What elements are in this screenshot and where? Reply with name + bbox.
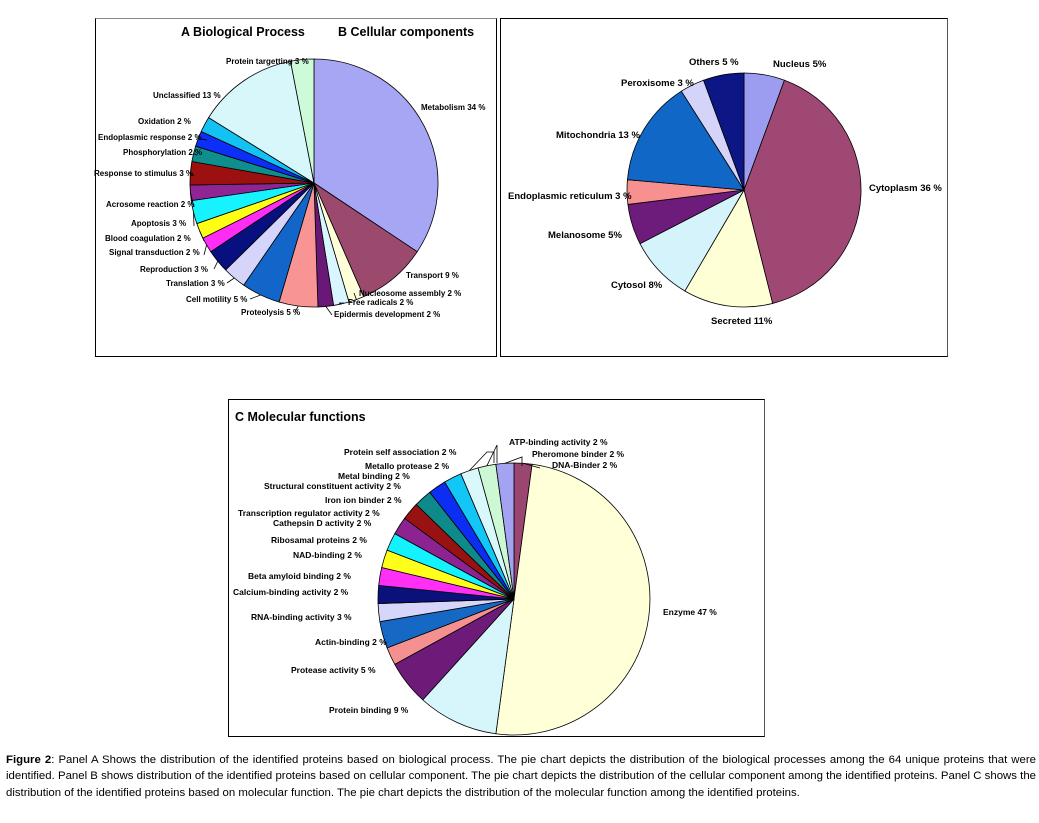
slice-label-transcription-regulator-activity: Transcription regulator activity 2 % xyxy=(238,508,380,518)
leader-line-free-radicals xyxy=(338,302,344,305)
slice-label-enzyme: Enzyme 47 % xyxy=(663,607,717,617)
leader-line-blood-coagulation xyxy=(199,230,205,242)
slice-label-nucleus: Nucleus 5% xyxy=(773,59,827,70)
panel-c-molecular-functions: C Molecular functions DNA-Binder 2 % Enzy… xyxy=(228,399,765,737)
slice-label-oxidation: Oxidation 2 % xyxy=(138,117,191,126)
slice-label-epidermis-development: Epidermis development 2 % xyxy=(334,310,440,319)
caption-text: : Panel A Shows the distribution of the … xyxy=(6,754,1036,799)
slice-cytoplasm xyxy=(743,79,862,304)
leader-line-proteolysis xyxy=(294,305,299,313)
slice-label-endoplasmic-response: Endoplasmic response 2 % xyxy=(98,133,202,142)
slice-label-protease-activity: Protease activity 5 % xyxy=(291,665,376,675)
slice-label-melanosome: Melanosome 5% xyxy=(548,230,622,241)
leader-line-response-to-stimulus xyxy=(190,172,195,177)
leader-line-phosphorylation xyxy=(193,153,198,156)
leader-line-protein-self-association xyxy=(469,451,495,471)
slice-label-acrosome-reaction: Acrosome reaction 2 % xyxy=(106,200,194,209)
leader-line-endoplasmic-response xyxy=(198,138,208,141)
slice-label-metal-binding: Metal binding 2 % xyxy=(338,471,410,481)
slice-label-nad-binding: NAD-binding 2 % xyxy=(293,550,362,560)
slice-label-cell-motility: Cell motility 5 % xyxy=(186,295,247,304)
leader-line-atp-binding-activity xyxy=(486,444,498,466)
slice-label-structural-constituent-activity: Structural constituent activity 2 % xyxy=(264,481,401,491)
slice-label-metabolism: Metabolism 34 % xyxy=(421,103,485,112)
panel-a-biological-process: A Biological Process B Cellular componen… xyxy=(94,18,497,357)
slice-label-endoplasmic-reticulum: Endoplasmic reticulum 3 % xyxy=(508,191,632,202)
panel-b-cellular-components: Nucleus 5% Cytoplasm 36 % Secreted 11% Cyto… xyxy=(500,18,948,357)
slice-label-iron-ion-binder: Iron ion binder 2 % xyxy=(325,495,402,505)
leader-line-apoptosis xyxy=(193,212,195,227)
leader-line-translation xyxy=(226,277,235,284)
slice-label-secreted: Secreted 11% xyxy=(711,316,773,327)
slice-label-free-radicals: Free radicals 2 % xyxy=(348,298,413,307)
slice-label-proteolysis: Proteolysis 5 % xyxy=(241,308,300,317)
leader-line-pheromone-binder xyxy=(504,456,523,466)
slice-label-cytosol: Cytosol 8% xyxy=(611,280,663,291)
slice-label-cytoplasm: Cytoplasm 36 % xyxy=(869,183,942,194)
slice-label-response-to-stimulus: Response to stimulus 3 % xyxy=(94,169,193,178)
figure-caption: Figure 2: Panel A Shows the distribution… xyxy=(6,752,1036,801)
slice-protein-binding xyxy=(422,597,515,735)
slice-unclassified xyxy=(208,60,315,184)
slice-label-protein-binding: Protein binding 9 % xyxy=(329,705,409,715)
slice-protein-targetting xyxy=(290,58,315,184)
slice-label-atp-binding-activity: ATP-binding activity 2 % xyxy=(509,437,608,447)
leader-line-nucleosome-assembly xyxy=(353,292,357,300)
slice-label-protein-self-association: Protein self association 2 % xyxy=(344,447,457,457)
leader-line-signal-transduction xyxy=(203,244,207,256)
slice-secreted xyxy=(684,188,774,308)
slice-label-others: Others 5 % xyxy=(689,57,739,68)
slice-label-metallo-protease: Metallo protease 2 % xyxy=(365,461,450,471)
panel-a-title: A Biological Process xyxy=(181,25,305,39)
slice-label-ribosamal-proteins: Ribosamal proteins 2 % xyxy=(271,535,367,545)
slice-label-cathepsin-d-activity: Cathepsin D activity 2 % xyxy=(273,518,372,528)
leader-line-epidermis-development xyxy=(325,306,333,316)
pie-chart-b: Nucleus 5% Cytoplasm 36 % Secreted 11% Cyto… xyxy=(508,57,942,327)
slice-label-beta-amyloid-binding: Beta amyloid binding 2 % xyxy=(248,571,351,581)
pie-chart-c: DNA-Binder 2 % Enzyme 47 % Protein binding… xyxy=(233,437,717,736)
slice-others xyxy=(703,72,745,191)
slice-label-apoptosis: Apoptosis 3 % xyxy=(131,219,186,228)
slice-label-actin-binding: Actin-binding 2 % xyxy=(315,637,387,647)
panel-c-title: C Molecular functions xyxy=(235,410,366,424)
slice-label-calcium-binding-activity: Calcium-binding activity 2 % xyxy=(233,587,349,597)
slice-label-rna-binding-activity: RNA-binding activity 3 % xyxy=(251,612,352,622)
leader-line-reproduction xyxy=(213,261,219,270)
slice-label-blood-coagulation: Blood coagulation 2 % xyxy=(105,234,191,243)
leader-line-cell-motility xyxy=(249,294,261,300)
leader-line-acrosome-reaction xyxy=(190,192,195,208)
slice-label-mitochondria: Mitochondria 13 % xyxy=(556,130,640,141)
panel-b-title-overlay: B Cellular components xyxy=(338,25,475,39)
slice-enzyme xyxy=(495,463,651,736)
slice-label-nucleosome-assembly: Nucleosome assembly 2 % xyxy=(359,289,461,298)
leader-line-dna-binder xyxy=(522,462,541,469)
slice-label-reproduction: Reproduction 3 % xyxy=(140,265,208,274)
slice-label-phosphorylation: Phosphorylation 2 % xyxy=(123,148,202,157)
slice-mitochondria xyxy=(627,90,745,191)
slice-label-peroxisome: Peroxisome 3 % xyxy=(621,78,694,89)
caption-label: Figure 2 xyxy=(6,754,52,766)
slice-label-unclassified: Unclassified 13 % xyxy=(153,91,221,100)
slice-label-transport: Transport 9 % xyxy=(406,271,459,280)
slice-label-protein-targetting: Protein targetting 3 % xyxy=(226,57,309,66)
slice-label-pheromone-binder: Pheromone binder 2 % xyxy=(532,449,625,459)
slice-label-signal-transduction: Signal transduction 2 % xyxy=(109,248,200,257)
pie-chart-a: Metabolism 34 % Transport 9 % Nucleosome a… xyxy=(94,57,485,319)
slice-label-translation: Translation 3 % xyxy=(166,279,225,288)
slice-label-dna-binder: DNA-Binder 2 % xyxy=(552,460,618,470)
